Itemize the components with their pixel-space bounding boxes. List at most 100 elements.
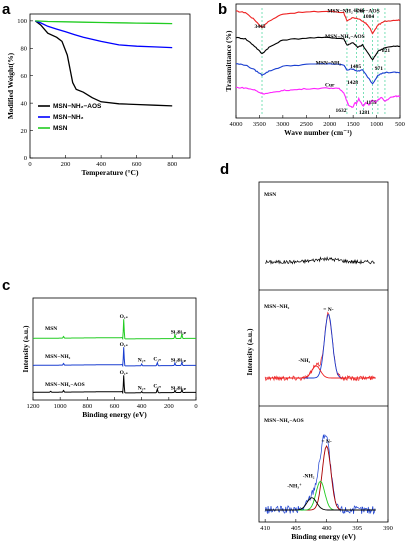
x-tick-label: 1500 [347,121,360,128]
y-axis-label: Modified Weight(%) [6,52,15,119]
series-label: Cur [325,83,335,89]
panel-letter-d: d [220,161,229,178]
panel-letter-c: c [2,277,10,294]
spectrum-line [235,63,401,85]
panel-letter-a: a [2,1,11,18]
series-line [34,20,173,107]
x-tick-label: 600 [110,403,120,410]
x-tick-label: 800 [167,161,177,168]
peak-annotation: 971 [375,66,384,72]
x-axis-label: Binding energy (eV) [82,410,147,419]
series-label: MSN−NH₂−AOS [45,382,85,388]
x-tick-label: 200 [61,161,71,168]
series-label: MSN−NH₂−Cur−AOS [327,9,379,15]
x-tick-label: 2500 [300,121,313,128]
x-tick-label: 0 [194,403,197,410]
fit-peak-label: = N- [323,307,333,313]
x-tick-label: 410 [260,525,270,532]
x-tick-label: 390 [383,525,393,532]
x-tick-label: 400 [96,161,106,168]
spectrum-line [264,311,376,382]
chart-a-tga: 0 200 400 600 800 0 20 40 60 80 100 Temperature (°C… [6,13,191,177]
y-axis-label: Intensity (a.u.) [245,328,254,375]
fit-peak [265,497,376,511]
x-tick-label: 395 [352,525,362,532]
series-label: MSN−NH₂−AOS [325,34,365,40]
fit-peak [265,314,376,379]
peak-label: Si₂ₛ [171,329,179,335]
peak-label: N₁ₛ [138,386,146,392]
survey-line [33,375,196,395]
x-tick-label: 200 [164,403,174,410]
legend-label: MSN−NH₂−AOS [53,103,102,110]
x-tick-label: 3500 [253,121,266,128]
spectrum-line [264,256,376,265]
x-axis-label: Wave number (cm⁻¹) [284,128,352,137]
chart-b-ftir: 4000 3500 3000 2500 2000 1500 1000 500 Wave numb… [224,3,405,137]
legend-label: MSN−NH₂ [53,114,84,121]
spectrum-line [235,10,401,35]
plot-frame [29,13,191,159]
peak-label: Si₂ₚ [177,329,186,335]
peak-label: O₁ₛ [120,342,128,348]
fit-peak-label: -NH₂ [303,473,315,479]
series-label: MSN [45,326,57,332]
subpanel-title: MSN−NH₂ [264,304,290,310]
y-tick-label: 20 [21,128,28,135]
peak-annotation: 1155 [366,100,377,106]
peak-label: Si₂ₚ [177,357,186,363]
peak-label: Si₂ₛ [171,357,179,363]
chart-c-xps-survey: 1200 1000 800 600 400 200 0 Binding energy (eV)… [21,297,198,419]
x-tick-label: 1000 [370,121,383,128]
peak-label: C₁ₛ [153,356,161,362]
peak-annotation: 821 [382,48,391,54]
x-tick-label: 4000 [230,121,243,128]
peak-annotation: 1084 [363,14,374,20]
fit-peak [265,365,376,379]
chart-d-xps-n1s: 410 405 400 395 390 Binding energy (eV) Intens… [245,181,393,541]
survey-line [33,347,196,368]
series-label: MSN−NH₂ [316,61,342,67]
x-tick-label: 1200 [27,403,40,410]
series-label: MSN−NH₂ [45,354,71,360]
peak-annotation: 3445 [255,24,266,30]
y-axis-label: Transmittance (%) [224,30,233,91]
plot-frame [235,3,401,119]
peak-label: Si₂ₚ [177,386,186,392]
y-tick-label: 0 [24,155,27,162]
series-line [35,20,173,25]
y-axis-label: Intensity (a.u.) [21,325,30,372]
x-tick-label: 800 [82,403,92,410]
peak-label: O₁ₛ [120,314,128,320]
peak-annotation: 1405 [350,64,361,70]
subpanel-title: MSN [264,192,276,198]
subpanel-title: MSN−NH₂−AOS [264,418,304,424]
fit-peak-label: = N- [321,439,331,445]
panel-letter-b: b [218,1,227,18]
survey-line [33,319,196,341]
y-tick-label: 40 [21,100,28,107]
peak-annotation: 1428 [347,80,358,86]
x-axis-label: Temperature (°C) [82,168,139,177]
y-tick-label: 60 [21,73,28,80]
series-line [35,20,173,49]
x-tick-label: 2000 [323,121,336,128]
peak-label: C₁ₛ [153,383,161,389]
peak-label: Si₂ₛ [171,386,179,392]
spectrum-line [235,36,401,61]
y-tick-label: 100 [17,18,27,25]
peak-annotation: 1246 [354,8,365,14]
fit-peak-label: -NH₂ [298,358,310,364]
x-tick-label: 3000 [276,121,289,128]
fit-peak-label: -NH₃⁺ [287,484,302,490]
legend-label: MSN [53,125,68,132]
x-tick-label: 405 [291,525,301,532]
x-tick-label: 400 [322,525,332,532]
peak-annotation: 1632 [335,108,346,114]
spectrum-line [236,86,401,109]
x-tick-label: 0 [28,161,31,168]
x-tick-label: 400 [137,403,147,410]
y-tick-label: 80 [21,45,28,52]
plot-frame [258,181,389,523]
